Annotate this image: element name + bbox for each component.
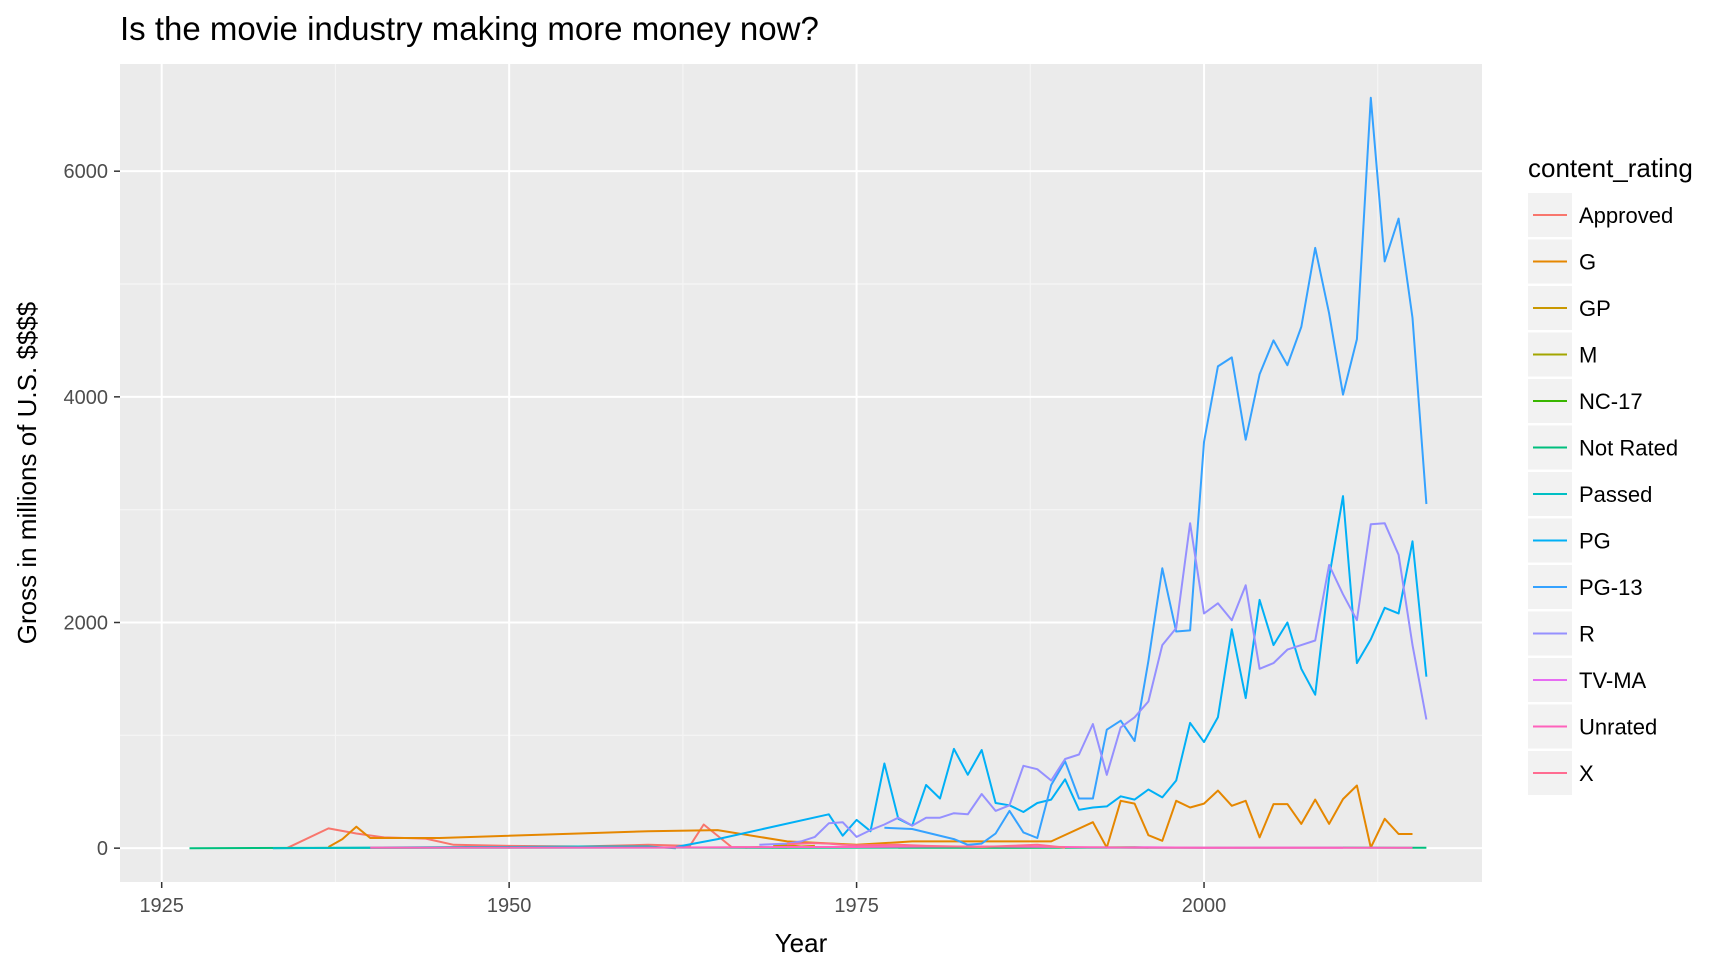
legend-title: content_rating [1528,153,1693,183]
y-axis-title: Gross in millions of U.S. $$$$ [12,301,42,644]
x-tick-label: 2000 [1182,895,1227,917]
chart-title: Is the movie industry making more money … [120,10,819,47]
plot-panel [120,64,1482,882]
legend-label: GP [1579,296,1611,321]
series-line-r [759,522,1428,846]
series-line-pg-13 [884,96,1428,846]
axis-ticks: 1925 1950 1975 2000 0 2000 4000 6000 [64,161,1227,917]
legend-label: Passed [1579,482,1652,507]
legend-label: NC-17 [1579,389,1643,414]
legend-label: Unrated [1579,715,1657,740]
x-tick-label: 1950 [487,895,532,917]
legend-label: PG-13 [1579,575,1643,600]
series-lines [189,96,1428,850]
series-line-g [328,784,1413,849]
legend-label: Approved [1579,203,1673,228]
legend-label: R [1579,622,1595,647]
legend-label: G [1579,250,1596,275]
legend-label: PG [1579,529,1611,554]
legend-label: Not Rated [1579,436,1678,461]
x-tick-label: 1975 [834,895,879,917]
y-tick-label: 4000 [64,387,109,409]
series-line-approved [286,823,788,850]
x-axis-title: Year [775,928,828,958]
x-tick-label: 1925 [139,895,184,917]
y-tick-label: 0 [97,838,108,860]
legend-label: M [1579,343,1597,368]
y-tick-label: 6000 [64,161,109,183]
legend-label: X [1579,761,1594,786]
legend-label: TV-MA [1579,668,1647,693]
legend: content_rating Approved G GP M NC-17 Not Rate… [1528,153,1693,795]
y-tick-label: 2000 [64,612,109,634]
series-line-x [787,842,1066,849]
